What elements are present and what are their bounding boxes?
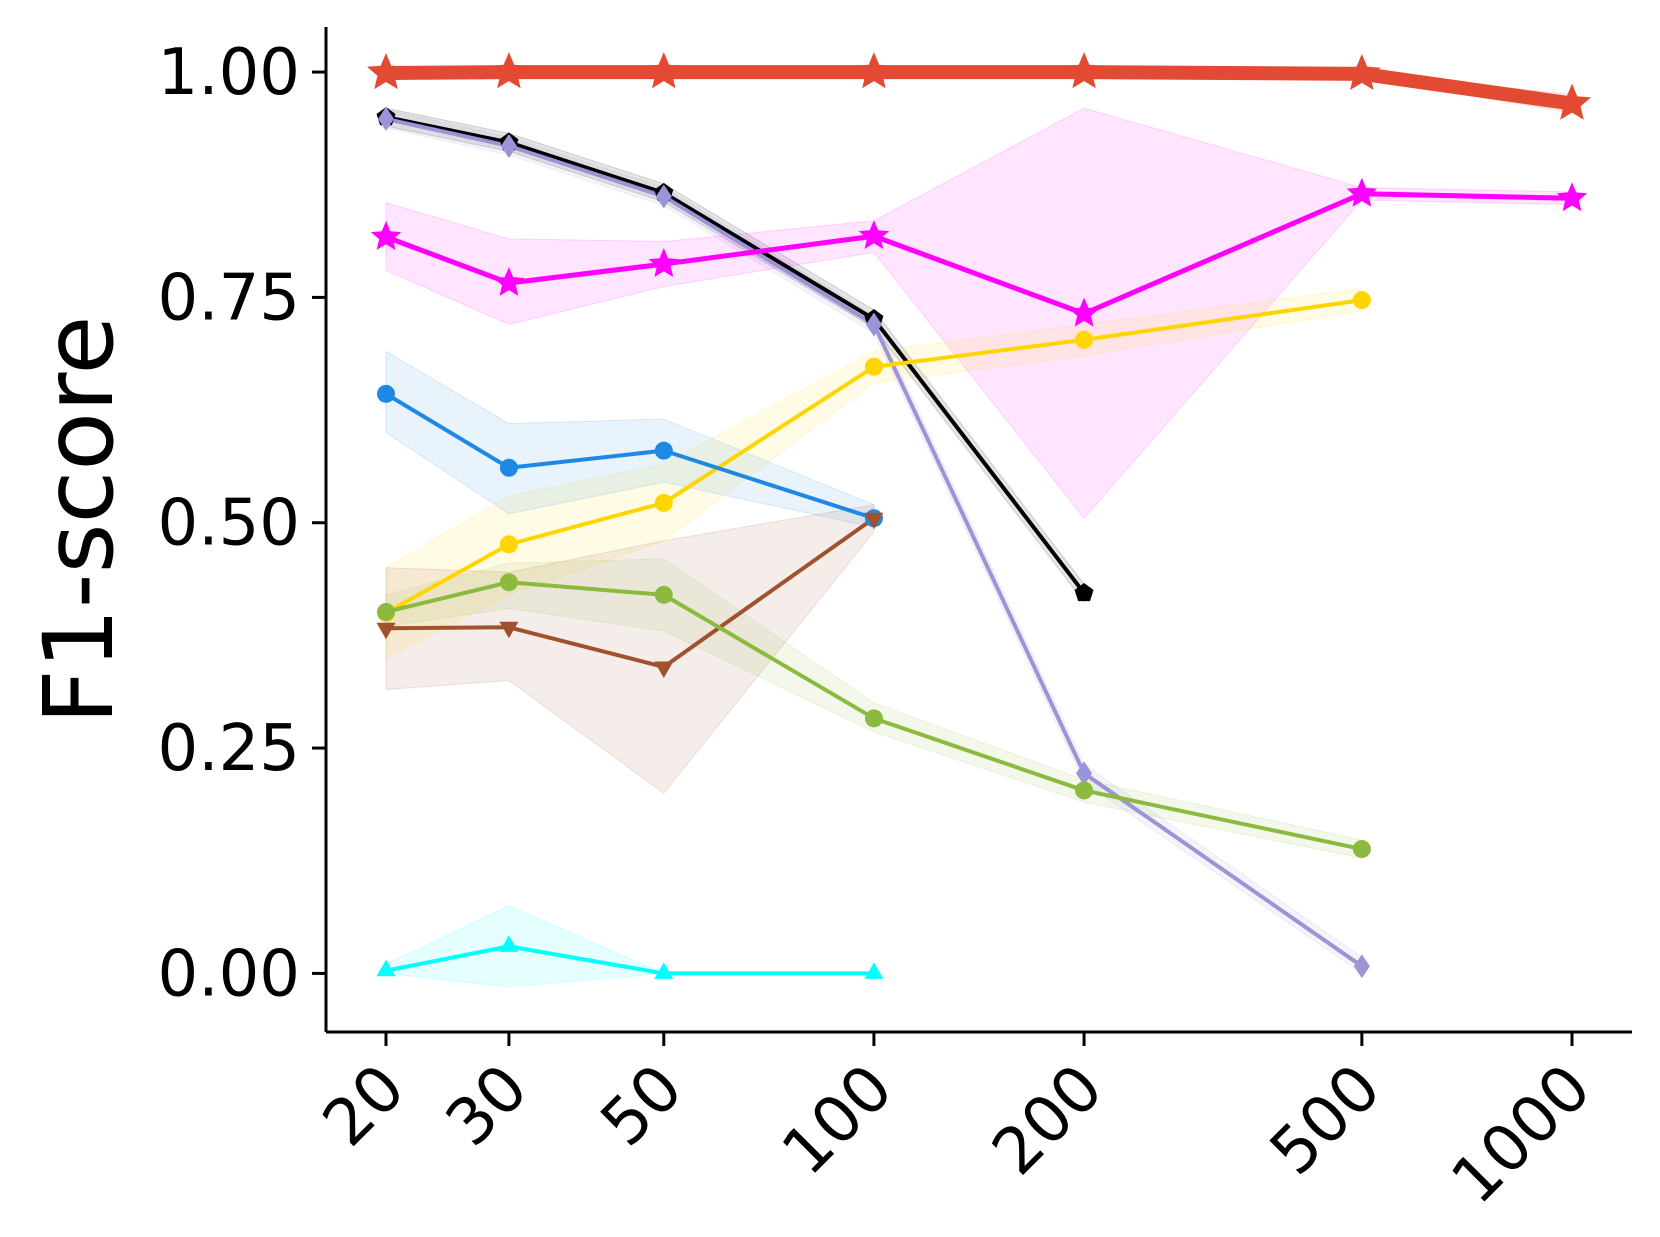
data-point (858, 220, 890, 250)
data-point (1352, 840, 1371, 859)
data-point (854, 52, 893, 89)
y-axis-title: F1-score (23, 316, 135, 725)
data-point (1342, 53, 1381, 91)
data-point (865, 312, 882, 337)
data-point (1065, 52, 1104, 89)
series-band (385, 107, 1085, 604)
data-point (500, 133, 517, 158)
data-point (489, 52, 528, 89)
data-point (1075, 330, 1094, 349)
data-point (376, 622, 396, 640)
y-ticks: 0.00 0.25 0.50 0.75 1.00 (158, 36, 326, 1011)
data-point (499, 935, 519, 952)
x-tick-label: 100 (769, 1051, 908, 1190)
data-point (499, 458, 518, 477)
y-tick-label: 0.50 (158, 487, 301, 561)
data-point (499, 621, 519, 639)
x-ticks: 20 30 50 100 200 500 1000 (309, 1032, 1605, 1218)
series-line (384, 298, 1364, 615)
axes (324, 27, 1632, 1034)
series-line (384, 580, 1364, 852)
data-point (655, 184, 672, 209)
data-point (1353, 954, 1370, 979)
series-line (379, 65, 1579, 111)
series-line (384, 391, 876, 521)
data-point (864, 962, 884, 979)
x-tick-label: 200 (979, 1051, 1118, 1190)
data-point (644, 52, 683, 89)
data-point (366, 52, 406, 90)
y-tick-label: 0.75 (158, 261, 301, 335)
x-tick-label: 1000 (1438, 1051, 1605, 1218)
data-point (1076, 761, 1093, 786)
data-point (654, 441, 673, 460)
y-tick-label: 0.00 (158, 937, 301, 1011)
data-point (378, 106, 394, 131)
series-line (384, 944, 876, 976)
series-line (384, 116, 1364, 969)
data-point (376, 959, 396, 977)
series-markers (366, 52, 1592, 979)
data-point (1346, 177, 1378, 207)
data-point (648, 248, 680, 277)
data-point (1552, 83, 1592, 120)
data-point (493, 266, 525, 296)
data-point (654, 661, 674, 678)
data-point (864, 709, 883, 728)
data-point (370, 221, 402, 250)
data-point (1352, 291, 1371, 310)
data-point (377, 384, 395, 403)
x-tick-label: 50 (587, 1051, 697, 1161)
series-band (385, 558, 1363, 859)
data-point (864, 357, 883, 376)
y-tick-label: 1.00 (158, 36, 301, 110)
y-tick-label: 0.25 (158, 712, 301, 786)
data-point (654, 962, 674, 979)
data-point (864, 512, 884, 530)
x-tick-label: 500 (1256, 1051, 1395, 1190)
data-point (1068, 297, 1100, 327)
data-point (654, 585, 673, 604)
data-point (1075, 781, 1094, 800)
data-point (654, 493, 673, 512)
data-point (499, 535, 518, 554)
data-point (499, 573, 518, 592)
data-point (377, 602, 395, 621)
data-point (1074, 583, 1094, 602)
data-point (1556, 182, 1588, 212)
x-tick-label: 20 (309, 1051, 419, 1161)
x-tick-label: 30 (432, 1051, 542, 1161)
series-line (384, 516, 876, 669)
